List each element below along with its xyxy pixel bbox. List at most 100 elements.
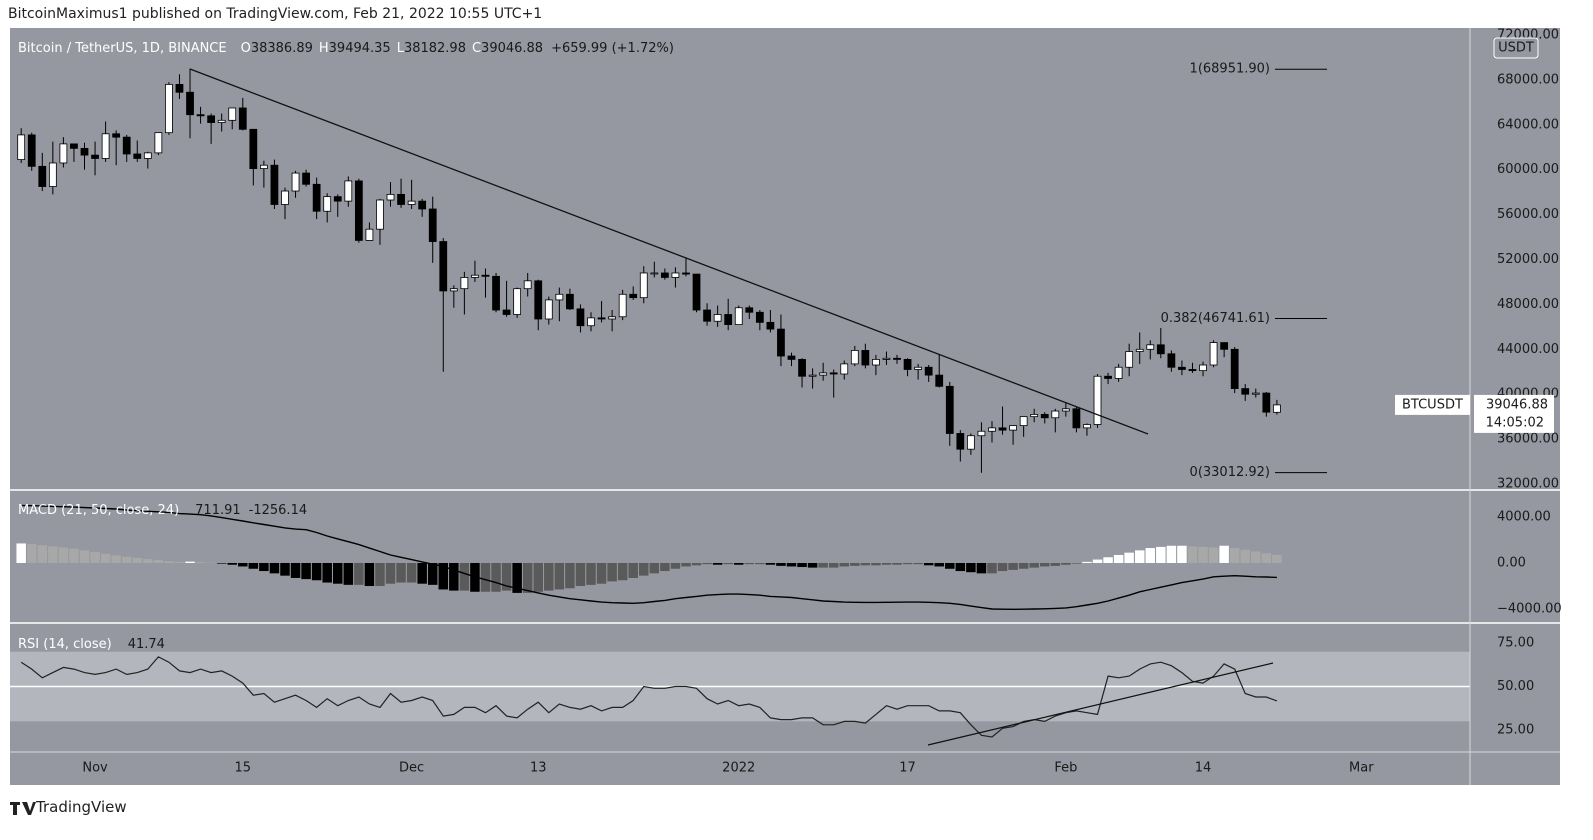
macd-histogram-bar xyxy=(111,555,121,564)
y-tick-label: 75.00 xyxy=(1497,636,1534,651)
candle-body xyxy=(755,311,764,323)
macd-histogram-bar xyxy=(396,563,406,583)
ohlc-value: 39046.88 xyxy=(481,41,544,56)
candle-body xyxy=(291,172,300,192)
macd-histogram-bar xyxy=(881,563,892,565)
candle-body xyxy=(365,228,374,241)
candle-body xyxy=(449,288,458,292)
candle-body xyxy=(1209,342,1218,366)
axis-layer: Nov 15 Dec 13 2022 17 Feb 14 Mar 32000.00 36000.00… xyxy=(82,28,1561,776)
macd-histogram-bar xyxy=(322,563,332,583)
candle-body xyxy=(893,357,901,360)
macd-histogram-bar xyxy=(1145,548,1156,564)
candle-body xyxy=(513,288,522,315)
candle-body xyxy=(471,274,479,278)
y-tick-label: 52000.00 xyxy=(1497,252,1559,267)
candle-body xyxy=(228,107,237,121)
macd-histogram-bar xyxy=(195,562,206,564)
macd-histogram-bar xyxy=(1219,545,1229,564)
candle-body xyxy=(312,183,321,212)
y-tick-label: 0.00 xyxy=(1497,556,1526,571)
macd-histogram-bar xyxy=(1272,554,1282,564)
candle-body xyxy=(418,200,427,210)
candle-body xyxy=(787,355,796,360)
macd-histogram-bar xyxy=(1050,563,1061,566)
countdown: 14:05:02 xyxy=(1486,415,1544,430)
candle-body xyxy=(850,350,859,365)
macd-histogram-bar xyxy=(902,563,913,565)
last-price: 39046.88 xyxy=(1486,397,1548,412)
y-tick-label: 68000.00 xyxy=(1497,72,1559,87)
candle-body xyxy=(1030,414,1039,418)
x-tick-label: Mar xyxy=(1349,761,1374,776)
candle-body xyxy=(608,316,616,320)
macd-histogram-bar xyxy=(892,563,902,565)
candle-body xyxy=(1220,342,1229,350)
macd-histogram-bar xyxy=(311,563,322,581)
y-tick-label: 4000.00 xyxy=(1497,510,1551,525)
candle-body xyxy=(988,427,996,432)
macd-histogram-bar xyxy=(1061,563,1071,565)
candle-body xyxy=(260,164,268,169)
candle-body xyxy=(1199,364,1207,372)
candle-body xyxy=(376,199,384,230)
candle-body xyxy=(576,308,585,327)
main-legend: Bitcoin / TetherUS, 1D, BINANCE O38386.89… xyxy=(18,41,674,56)
ohlc-value: 38182.98 xyxy=(403,41,466,56)
candle-body xyxy=(196,114,205,117)
symbol-tag xyxy=(1395,394,1470,415)
macd-histogram-bar xyxy=(1240,549,1250,564)
macd-histogram-bar xyxy=(670,563,681,569)
brand: TradingView xyxy=(36,798,127,816)
candle-body xyxy=(1273,404,1281,413)
macd-histogram-bar xyxy=(607,563,617,582)
candle-body xyxy=(48,162,57,187)
macd-histogram-bar xyxy=(1177,545,1187,564)
macd-histogram-bar xyxy=(480,563,491,592)
candle-body xyxy=(101,133,110,159)
candle-body xyxy=(133,153,142,159)
candle-body xyxy=(17,134,26,160)
currency-label: USDT xyxy=(1498,41,1534,56)
x-tick-label: Nov xyxy=(82,761,108,776)
macd-histogram-bar xyxy=(966,563,976,573)
macd-histogram-bar xyxy=(660,563,670,572)
macd-histogram-bar xyxy=(79,550,90,564)
macd-histogram-bar xyxy=(649,563,660,574)
macd-histogram-bar xyxy=(269,563,280,574)
candle-body xyxy=(1083,424,1091,429)
candle-body xyxy=(175,83,184,93)
candle-body xyxy=(112,133,121,138)
candle-body xyxy=(1040,414,1049,419)
candle-body xyxy=(703,309,711,322)
candle-body xyxy=(660,272,669,278)
candle-body xyxy=(798,358,806,377)
candle-body xyxy=(439,241,448,292)
macd-histogram-bar xyxy=(586,563,596,585)
candle-body xyxy=(534,280,543,320)
macd-histogram-bar xyxy=(69,548,79,564)
macd-histogram-bar xyxy=(501,563,512,591)
ohlc-key: O xyxy=(240,41,251,56)
macd-histogram-bar xyxy=(185,561,195,564)
macd-histogram-bar xyxy=(807,563,818,568)
candle-body xyxy=(692,273,701,311)
macd-line-value: -1256.14 xyxy=(248,503,308,518)
macd-histogram-bar xyxy=(712,563,723,565)
y-tick-label: 32000.00 xyxy=(1497,476,1559,491)
price-tag xyxy=(1474,394,1554,433)
macd-histogram-bar xyxy=(449,563,459,591)
candle-body xyxy=(281,190,289,205)
candle-body xyxy=(1104,375,1112,379)
candle-body xyxy=(143,152,152,159)
macd-histogram-bar xyxy=(427,563,438,585)
macd-histogram-bar xyxy=(818,563,828,568)
candle-body xyxy=(460,277,469,290)
candle-body xyxy=(492,275,500,311)
candle-body xyxy=(386,193,395,201)
candle-body xyxy=(1178,366,1186,370)
macd-histogram-bar xyxy=(333,563,343,584)
macd-histogram-bar xyxy=(143,558,153,564)
candle-body xyxy=(766,321,775,330)
macd-hist-value: 711.91 xyxy=(195,503,241,518)
